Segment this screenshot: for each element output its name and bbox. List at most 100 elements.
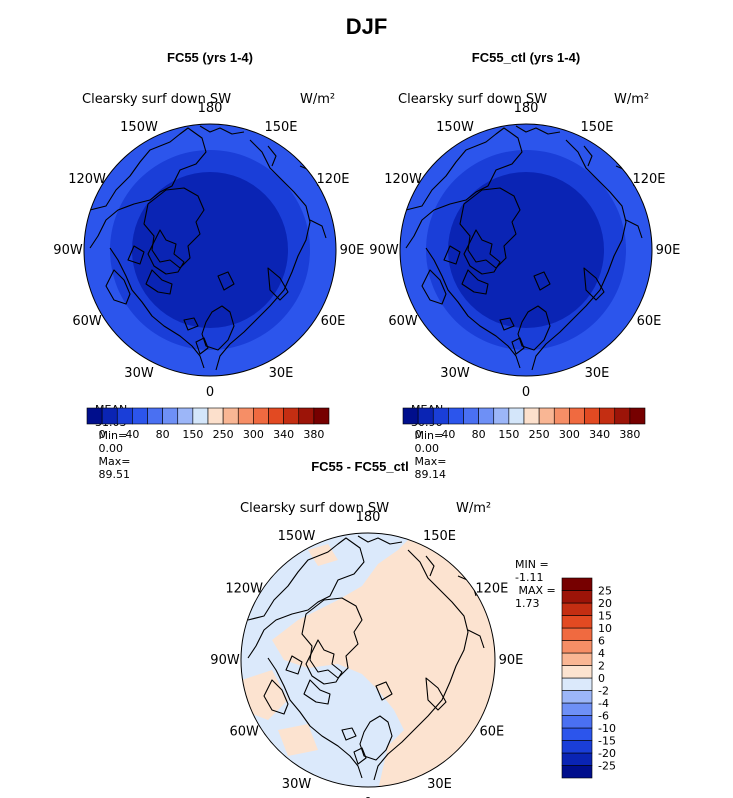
map-panel-1: 180 150E 120E 90E 60E 30E 0 30W 60W 90W 120W 150W	[53, 101, 364, 400]
panel1-title: FC55 (yrs 1-4)	[167, 50, 253, 65]
colorbar-tick-label: 2	[598, 660, 605, 673]
panel2-variable: Clearsky surf down SW	[398, 92, 548, 107]
colorbar-swatch	[561, 652, 593, 666]
colorbar-swatch	[177, 407, 194, 425]
colorbar-swatch	[478, 407, 495, 425]
colorbar-swatch	[584, 407, 600, 425]
colorbar-tick-label: 6	[598, 635, 605, 648]
colorbar-tick-label: 0	[598, 672, 605, 685]
lon-label: 90W	[210, 653, 240, 668]
lon-label: 0	[522, 385, 530, 400]
colorbar-swatch	[561, 615, 593, 629]
colorbar-tick-label: 80	[472, 428, 486, 441]
colorbar-tick-label: 250	[213, 428, 234, 441]
lon-label: 30W	[282, 777, 312, 792]
colorbar-swatch	[561, 590, 593, 604]
colorbar-swatch	[561, 740, 593, 754]
lon-label: 120E	[475, 582, 508, 597]
colorbar-swatch	[116, 407, 133, 425]
colorbar-swatch	[561, 702, 593, 716]
lon-label: 120W	[68, 172, 106, 187]
lon-label: 90E	[499, 653, 524, 668]
panel3-title: FC55 - FC55_ctl	[311, 459, 409, 474]
colorbar-swatch	[86, 407, 103, 425]
colorbar-swatch	[561, 640, 593, 654]
colorbar-swatch	[629, 407, 646, 425]
lon-label: 150E	[264, 120, 297, 135]
lon-label: 90W	[369, 243, 399, 258]
colorbar-tick-label: 150	[182, 428, 203, 441]
colorbar-swatch	[237, 407, 254, 425]
lon-label: 60W	[72, 314, 102, 329]
max-label: MAX =	[518, 584, 556, 597]
colorbar-tick-label: 0	[415, 428, 422, 441]
colorbar-panel-2: 0 40 80 150 250 300 340 380	[402, 407, 646, 441]
colorbar-swatch	[614, 407, 631, 425]
map-border	[240, 532, 496, 788]
colorbar-swatch	[561, 602, 593, 616]
page-title: DJF	[345, 14, 388, 39]
colorbar-swatch	[222, 407, 239, 425]
colorbar-tick-label: 340	[589, 428, 610, 441]
colorbar-swatch	[162, 407, 179, 425]
colorbar-tick-label: 250	[529, 428, 550, 441]
lon-label: 150E	[423, 529, 456, 544]
colorbar-swatch	[561, 665, 593, 679]
colorbar-tick-label: -15	[598, 735, 616, 748]
colorbar-swatch	[207, 407, 224, 425]
map-border	[83, 123, 337, 377]
colorbar-swatch	[538, 407, 555, 425]
colorbar-tick-label: -6	[598, 710, 609, 723]
colorbar-swatch	[417, 407, 434, 425]
lon-label: 150W	[120, 120, 158, 135]
colorbar-swatch	[298, 407, 315, 425]
colorbar-tick-label: 380	[619, 428, 640, 441]
colorbar-tick-label: 80	[156, 428, 170, 441]
lon-label: 90E	[656, 243, 681, 258]
colorbar-tick-label: 300	[243, 428, 264, 441]
colorbar-swatch	[561, 690, 593, 704]
lon-label: 30E	[427, 777, 452, 792]
lon-label: 0	[364, 796, 372, 798]
diff-positive-patch	[278, 724, 318, 756]
lon-label: 30E	[269, 366, 294, 381]
colorbar-swatch	[561, 577, 593, 591]
colorbar-tick-label: 4	[598, 647, 605, 660]
colorbar-tick-label: 380	[303, 428, 324, 441]
lon-label: 30E	[585, 366, 610, 381]
colorbar-tick-label: 20	[598, 597, 612, 610]
colorbar-swatch	[147, 407, 163, 425]
colorbar-swatch	[553, 407, 570, 425]
colorbar-swatch	[313, 407, 330, 425]
lon-label: 120E	[316, 172, 349, 187]
colorbar-swatch	[599, 407, 616, 425]
lon-label: 60E	[321, 314, 346, 329]
max-value: 89.14	[414, 468, 447, 481]
panel1-variable: Clearsky surf down SW	[82, 92, 232, 107]
lon-label: 0	[206, 385, 214, 400]
colorbar-tick-label: 15	[598, 610, 612, 623]
panel1-units: W/m²	[300, 92, 336, 107]
colorbar-swatch	[561, 752, 593, 766]
map-panel-3: 180 150E 120E 90E 60E 30E 0 30W 60W 90W 120W 150W	[210, 510, 523, 798]
colorbar-tick-label: 300	[559, 428, 580, 441]
colorbar-swatch	[508, 407, 525, 425]
map-panel-2: 180 150E 120E 90E 60E 30E 0 30W 60W 90W 120W 150W	[369, 101, 680, 400]
colorbar-swatch	[101, 407, 118, 425]
panel3-stats: MIN = -1.11 MAX = 1.73	[508, 545, 556, 610]
colorbar-swatch	[253, 407, 269, 425]
colorbar-tick-label: 0	[99, 428, 106, 441]
map-border	[399, 123, 653, 377]
lon-label: 60W	[229, 725, 259, 740]
colorbar-swatch	[561, 765, 593, 779]
min-value: 0.00	[98, 442, 124, 455]
colorbar-tick-label: -2	[598, 685, 609, 698]
colorbar-swatch	[448, 407, 464, 425]
colorbar-swatch	[432, 407, 449, 425]
colorbar-swatch	[561, 727, 593, 741]
colorbar-swatch	[132, 407, 148, 425]
lon-label: 150W	[278, 529, 316, 544]
lon-label: 180	[356, 510, 381, 525]
colorbar-swatch	[283, 407, 300, 425]
